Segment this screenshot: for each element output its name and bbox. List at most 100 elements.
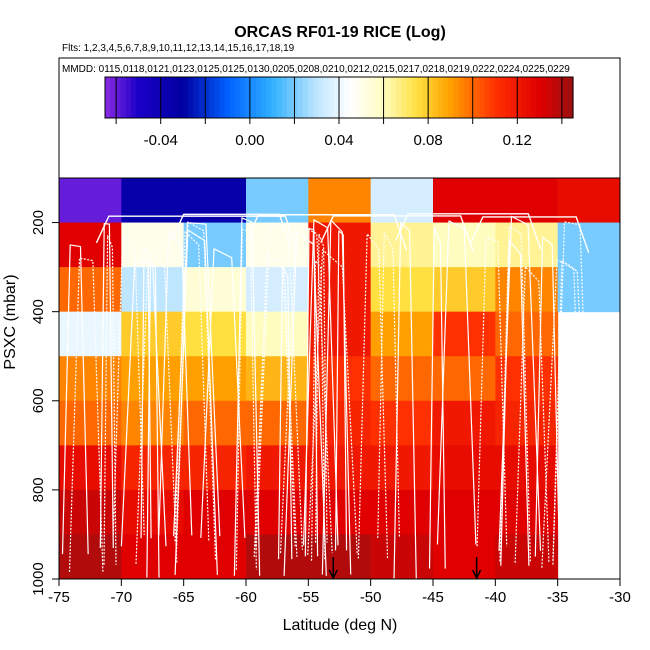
colorbar-segment: [500, 77, 506, 118]
heatmap-cell: [370, 267, 434, 313]
colorbar-segment: [250, 77, 257, 118]
heatmap-cell: [433, 534, 496, 580]
colorbar-segment: [458, 77, 465, 118]
heatmap-cell: [59, 489, 122, 535]
colorbar-segment: [469, 77, 475, 118]
flight-track: [235, 228, 257, 570]
y-tick-label: 1000: [30, 562, 47, 595]
flight-track: [541, 259, 593, 568]
colorbar-segment: [157, 77, 163, 118]
flight-track: [314, 233, 328, 543]
flight-track: [476, 236, 508, 547]
colorbar-segment: [521, 77, 527, 118]
colorbar-segment: [172, 77, 179, 118]
x-tick-label: -60: [235, 589, 257, 606]
flight-track: [158, 229, 193, 536]
x-tick-label: -55: [297, 589, 319, 606]
flights-label: Flts: 1,2,3,4,5,6,7,8,9,10,11,12,13,14,1…: [62, 43, 295, 54]
x-axis: -75 -70 -65 -60 -55 -50 -45 -40 -35 -30: [48, 579, 631, 606]
colorbar-segment: [193, 77, 200, 118]
flight-track: [173, 222, 221, 537]
colorbar-segment: [120, 77, 127, 118]
heatmap-cell: [370, 222, 434, 268]
heatmap-cell: [370, 311, 434, 357]
colorbar-segment: [489, 77, 496, 118]
colorbar-segment: [125, 77, 132, 118]
colorbar-segment: [131, 77, 137, 118]
marker-arrow-head: [328, 569, 338, 580]
colorbar-segment: [183, 77, 189, 118]
flight-track: [135, 250, 178, 564]
heatmap-cell: [370, 400, 434, 446]
flight-track: [302, 219, 339, 546]
colorbar-segment: [146, 77, 153, 118]
colorbar-segment: [271, 77, 278, 118]
colorbar-segment: [495, 77, 501, 118]
colorbar-segment: [536, 77, 543, 118]
x-tick-label: -50: [360, 589, 382, 606]
colorbar-segment: [427, 77, 434, 118]
colorbar-segment: [453, 77, 460, 118]
flight-track: [283, 231, 327, 576]
colorbar-segment: [177, 77, 184, 118]
flight-track: [174, 229, 218, 575]
flight-track: [253, 254, 298, 557]
heatmap-cell: [557, 222, 621, 268]
flight-track: [61, 244, 89, 555]
colorbar-segment: [255, 77, 262, 118]
colorbar-segment: [209, 77, 215, 118]
colorbar-segment: [219, 77, 226, 118]
colorbar-segment: [297, 77, 304, 118]
colorbar-segment: [318, 77, 324, 118]
heatmap-cell: [308, 534, 372, 580]
chart-title: ORCAS RF01-19 RICE (Log): [234, 24, 446, 41]
colorbar-segment: [417, 77, 423, 118]
colorbar-tick-label: 0.08: [414, 132, 443, 149]
flight-track: [112, 235, 145, 535]
colorbar-segment: [422, 77, 428, 118]
colorbar-segment: [474, 77, 480, 118]
flight-track: [334, 230, 348, 551]
flight-track: [170, 213, 293, 251]
colorbar-segment: [531, 77, 538, 118]
x-tick-label: -65: [173, 589, 195, 606]
flight-tracks: [61, 213, 593, 579]
heatmap-cell: [495, 222, 559, 268]
heatmap-cell: [308, 400, 372, 446]
x-tick-label: -35: [547, 589, 569, 606]
heatmap-cell: [59, 445, 122, 491]
flight-track: [99, 223, 114, 548]
colorbar-segment: [354, 77, 361, 118]
colorbar-segment: [151, 77, 158, 118]
heatmap-cell: [183, 356, 247, 402]
heatmap-cell: [121, 534, 185, 580]
heatmap-cell: [308, 267, 372, 313]
heatmap-cell: [433, 311, 496, 357]
colorbar-segment: [448, 77, 454, 118]
y-axis: 200 400 600 800 1000: [30, 210, 59, 596]
flight-track: [514, 265, 550, 563]
colorbar-segment: [261, 77, 267, 118]
y-tick-label: 800: [30, 477, 47, 502]
heatmap-cell: [183, 311, 247, 357]
flight-track: [255, 222, 303, 550]
colorbar-segment: [328, 77, 335, 118]
flight-track: [498, 215, 542, 551]
flight-track: [233, 217, 261, 576]
heatmap-cell: [246, 267, 309, 313]
heatmap-cell: [433, 445, 496, 491]
colorbar-segment: [203, 77, 210, 118]
colorbar-segment: [349, 77, 356, 118]
colorbar-segment: [323, 77, 330, 118]
heatmap-cell: [495, 267, 559, 313]
colorbar: -0.04 0.00 0.04 0.08 0.12: [104, 76, 574, 149]
heatmap-cell: [121, 356, 185, 402]
heatmap-cell: [183, 222, 247, 268]
heatmap-cell: [121, 222, 185, 268]
heatmap-cell: [495, 178, 559, 224]
colorbar-segment: [401, 77, 408, 118]
x-tick-label: -45: [422, 589, 444, 606]
colorbar-segment: [136, 77, 142, 118]
heatmap-cell: [557, 178, 621, 224]
